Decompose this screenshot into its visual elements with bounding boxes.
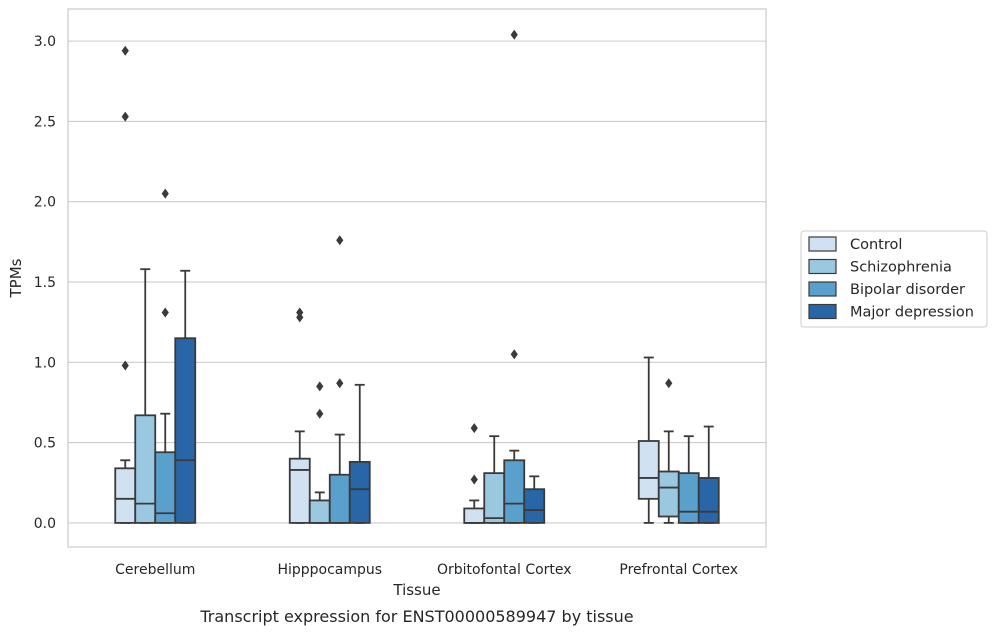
box-body (463, 507, 486, 524)
legend-frame (800, 230, 988, 328)
box-body (114, 467, 137, 524)
legend-item: Control (808, 236, 902, 253)
legend-item: Schizophrenia (808, 258, 952, 276)
outlier-point (121, 360, 129, 371)
outlier-point (161, 188, 169, 199)
y-tick-label: 2.0 (34, 195, 56, 211)
outlier-point (316, 381, 324, 392)
box-group (288, 307, 311, 524)
legend-swatch (808, 258, 837, 275)
x-tick-label: Cerebellum (115, 562, 195, 578)
box-body (697, 477, 720, 524)
box-group (697, 425, 720, 524)
box-group (483, 435, 506, 524)
box-body (134, 414, 157, 524)
box-group (114, 45, 137, 524)
box-group (348, 383, 371, 524)
outlier-point (161, 307, 169, 318)
box-body (174, 337, 197, 524)
box-group (523, 475, 546, 524)
box-group (174, 269, 197, 524)
legend-swatch (808, 236, 837, 252)
outlier-point (296, 307, 304, 318)
box-group (677, 435, 700, 524)
legend-label: Bipolar disorder (850, 282, 965, 298)
x-tick-label: Orbitofontal Cortex (437, 562, 572, 578)
box-series (114, 29, 720, 524)
gridlines (68, 40, 766, 524)
box-body (328, 473, 351, 524)
legend-swatch (808, 281, 837, 297)
box-body (677, 472, 700, 524)
outlier-point (470, 423, 478, 434)
x-axis-label: Tissue (392, 581, 440, 599)
y-axis-label: TPMs (7, 258, 25, 298)
outlier-point (510, 29, 518, 40)
outlier-point (121, 45, 129, 56)
box-body (503, 459, 526, 524)
y-tick-label: 2.5 (34, 114, 56, 130)
outlier-point (121, 111, 129, 122)
box-group (503, 29, 526, 524)
outlier-point (316, 408, 324, 419)
y-tick-label: 0.5 (34, 436, 56, 452)
y-tick-label: 0.0 (34, 516, 56, 532)
legend-item: Major depression (808, 303, 974, 321)
outlier-point (665, 378, 673, 389)
box-group (463, 423, 486, 524)
x-tick-labels: Cerebellum Hipppocampus Orbitofontal Corte… (115, 562, 738, 578)
y-tick-label: 3.0 (34, 34, 56, 50)
box-group (154, 188, 177, 524)
y-tick-labels: 0.0 0.5 1.0 1.5 2.0 2.5 3.0 (34, 34, 56, 532)
legend-label: Control (850, 237, 902, 253)
box-group (637, 356, 660, 524)
outlier-point (336, 235, 344, 246)
box-group (308, 381, 331, 524)
box-body (483, 472, 506, 524)
legend-swatch (808, 303, 837, 320)
plot-frame (67, 8, 767, 548)
box-group (328, 235, 351, 524)
box-body (288, 457, 311, 524)
outlier-point (336, 378, 344, 389)
box-group (134, 268, 157, 524)
outlier-point (510, 349, 518, 360)
legend-item: Bipolar disorder (808, 281, 965, 298)
box-body (308, 499, 331, 524)
legend: Control Schizophrenia Bipolar disorder Majo… (800, 230, 988, 328)
chart-caption: Transcript expression for ENST0000058994… (199, 607, 633, 626)
box-group (657, 378, 680, 524)
y-tick-label: 1.5 (34, 275, 56, 291)
box-body (657, 470, 680, 518)
box-body (523, 488, 546, 524)
outlier-point (470, 474, 478, 485)
box-body (637, 440, 660, 500)
legend-label: Schizophrenia (850, 260, 952, 276)
y-tick-label: 1.0 (34, 355, 56, 371)
x-tick-label: Prefrontal Cortex (619, 562, 738, 578)
box-body (348, 460, 371, 524)
x-tick-label: Hipppocampus (277, 562, 382, 578)
legend-label: Major depression (850, 305, 974, 321)
box-body (154, 451, 177, 524)
